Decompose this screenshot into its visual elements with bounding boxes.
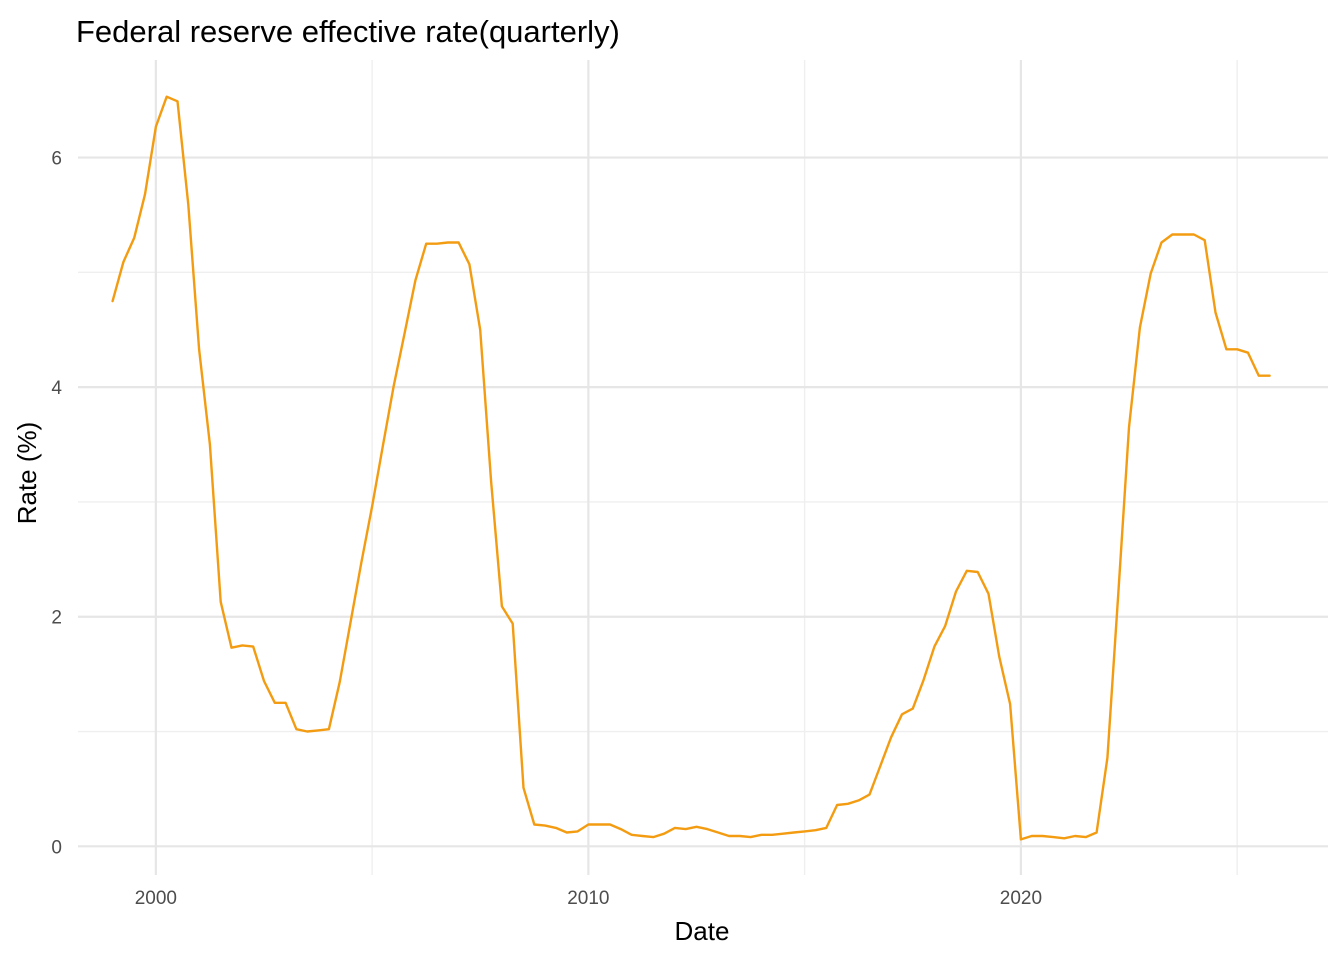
chart-title: Federal reserve effective rate(quarterly…	[76, 14, 620, 49]
y-axis-label: Rate (%)	[12, 422, 42, 525]
x-axis-ticks: 2000 2010 2020	[135, 888, 1042, 909]
y-tick-label: 6	[51, 149, 62, 170]
minor-gridlines	[78, 60, 1328, 875]
y-tick-label: 4	[51, 378, 62, 399]
x-tick-label: 2020	[1000, 888, 1042, 909]
rate-series-line	[111, 95, 1271, 841]
x-axis-label: Date	[675, 916, 730, 946]
major-gridlines	[78, 60, 1328, 875]
x-tick-label: 2000	[135, 888, 177, 909]
y-axis-ticks: 0 2 4 6	[51, 149, 62, 859]
y-tick-label: 2	[51, 608, 62, 629]
series-layer	[111, 95, 1271, 841]
y-tick-label: 0	[51, 837, 62, 858]
x-tick-label: 2010	[567, 888, 609, 909]
